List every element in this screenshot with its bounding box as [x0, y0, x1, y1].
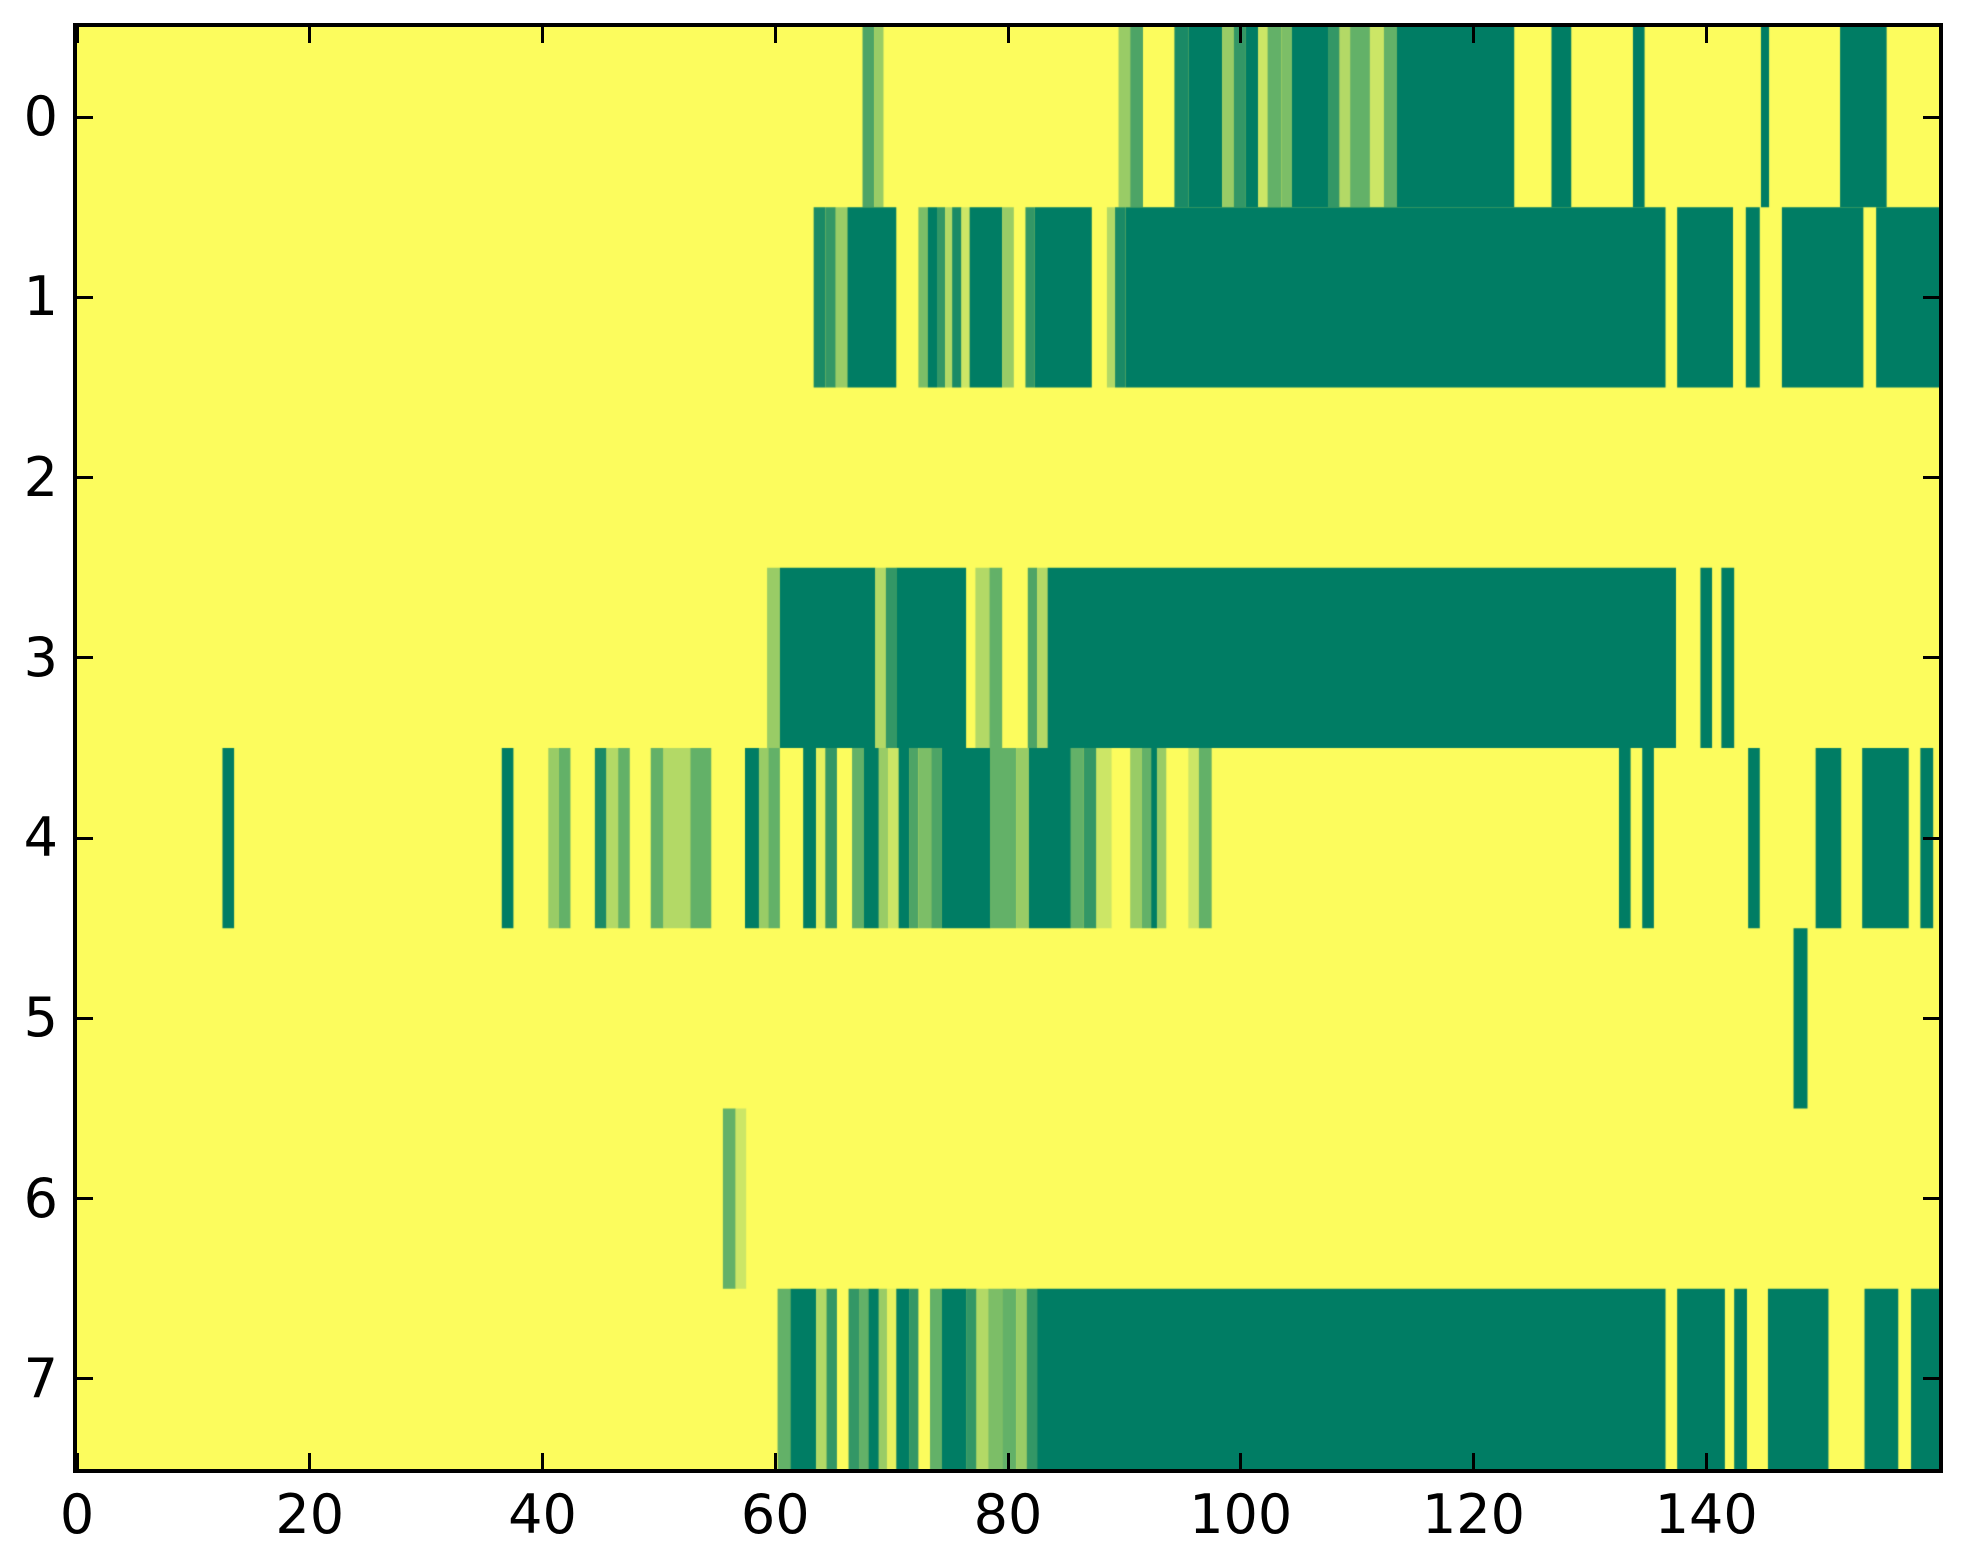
y-tick-mark-left: [77, 476, 93, 479]
x-tick-mark-top: [541, 27, 544, 43]
y-tick-mark-left: [77, 656, 93, 659]
x-tick-label: 120: [1421, 1483, 1526, 1546]
y-tick-mark-right: [1923, 1197, 1939, 1200]
y-tick-label: 3: [23, 625, 58, 689]
y-tick-label: 2: [23, 445, 58, 509]
x-tick-mark-bottom: [541, 1453, 544, 1469]
x-tick-label: 140: [1654, 1483, 1758, 1546]
heatmap-canvas: [77, 27, 1939, 1469]
x-tick-mark-top: [1472, 27, 1475, 43]
x-tick-mark-bottom: [1007, 1453, 1010, 1469]
y-tick-mark-right: [1923, 476, 1939, 479]
x-tick-label: 40: [508, 1483, 577, 1546]
x-tick-mark-top: [1705, 27, 1708, 43]
x-tick-mark-bottom: [76, 1453, 79, 1469]
y-tick-label: 6: [23, 1166, 58, 1230]
y-tick-label: 1: [23, 265, 58, 329]
y-tick-mark-left: [77, 1017, 93, 1020]
y-tick-label: 7: [23, 1346, 58, 1410]
plot-area: [73, 23, 1943, 1473]
y-tick-mark-right: [1923, 1377, 1939, 1380]
x-tick-mark-bottom: [1472, 1453, 1475, 1469]
x-tick-mark-top: [308, 27, 311, 43]
y-tick-mark-left: [77, 1197, 93, 1200]
y-tick-label: 4: [23, 806, 58, 870]
x-tick-mark-top: [774, 27, 777, 43]
x-tick-label: 80: [973, 1483, 1043, 1546]
x-tick-label: 0: [59, 1483, 95, 1546]
x-tick-mark-bottom: [774, 1453, 777, 1469]
y-tick-mark-right: [1923, 656, 1939, 659]
y-tick-label: 0: [23, 85, 58, 149]
y-tick-mark-right: [1923, 837, 1939, 840]
x-tick-mark-bottom: [1239, 1453, 1242, 1469]
x-tick-mark-top: [1239, 27, 1242, 43]
x-tick-label: 60: [740, 1483, 810, 1546]
x-tick-mark-bottom: [308, 1453, 311, 1469]
x-tick-mark-top: [1007, 27, 1010, 43]
y-tick-mark-right: [1923, 296, 1939, 299]
x-tick-mark-top: [76, 27, 79, 43]
y-tick-mark-left: [77, 1377, 93, 1380]
y-tick-mark-left: [77, 296, 93, 299]
x-tick-label: 20: [275, 1483, 345, 1546]
y-tick-mark-left: [77, 837, 93, 840]
y-tick-label: 5: [23, 986, 58, 1050]
y-tick-mark-right: [1923, 1017, 1939, 1020]
y-tick-mark-left: [77, 116, 93, 119]
y-tick-mark-right: [1923, 116, 1939, 119]
x-tick-label: 100: [1189, 1483, 1293, 1546]
x-tick-mark-bottom: [1705, 1453, 1708, 1469]
